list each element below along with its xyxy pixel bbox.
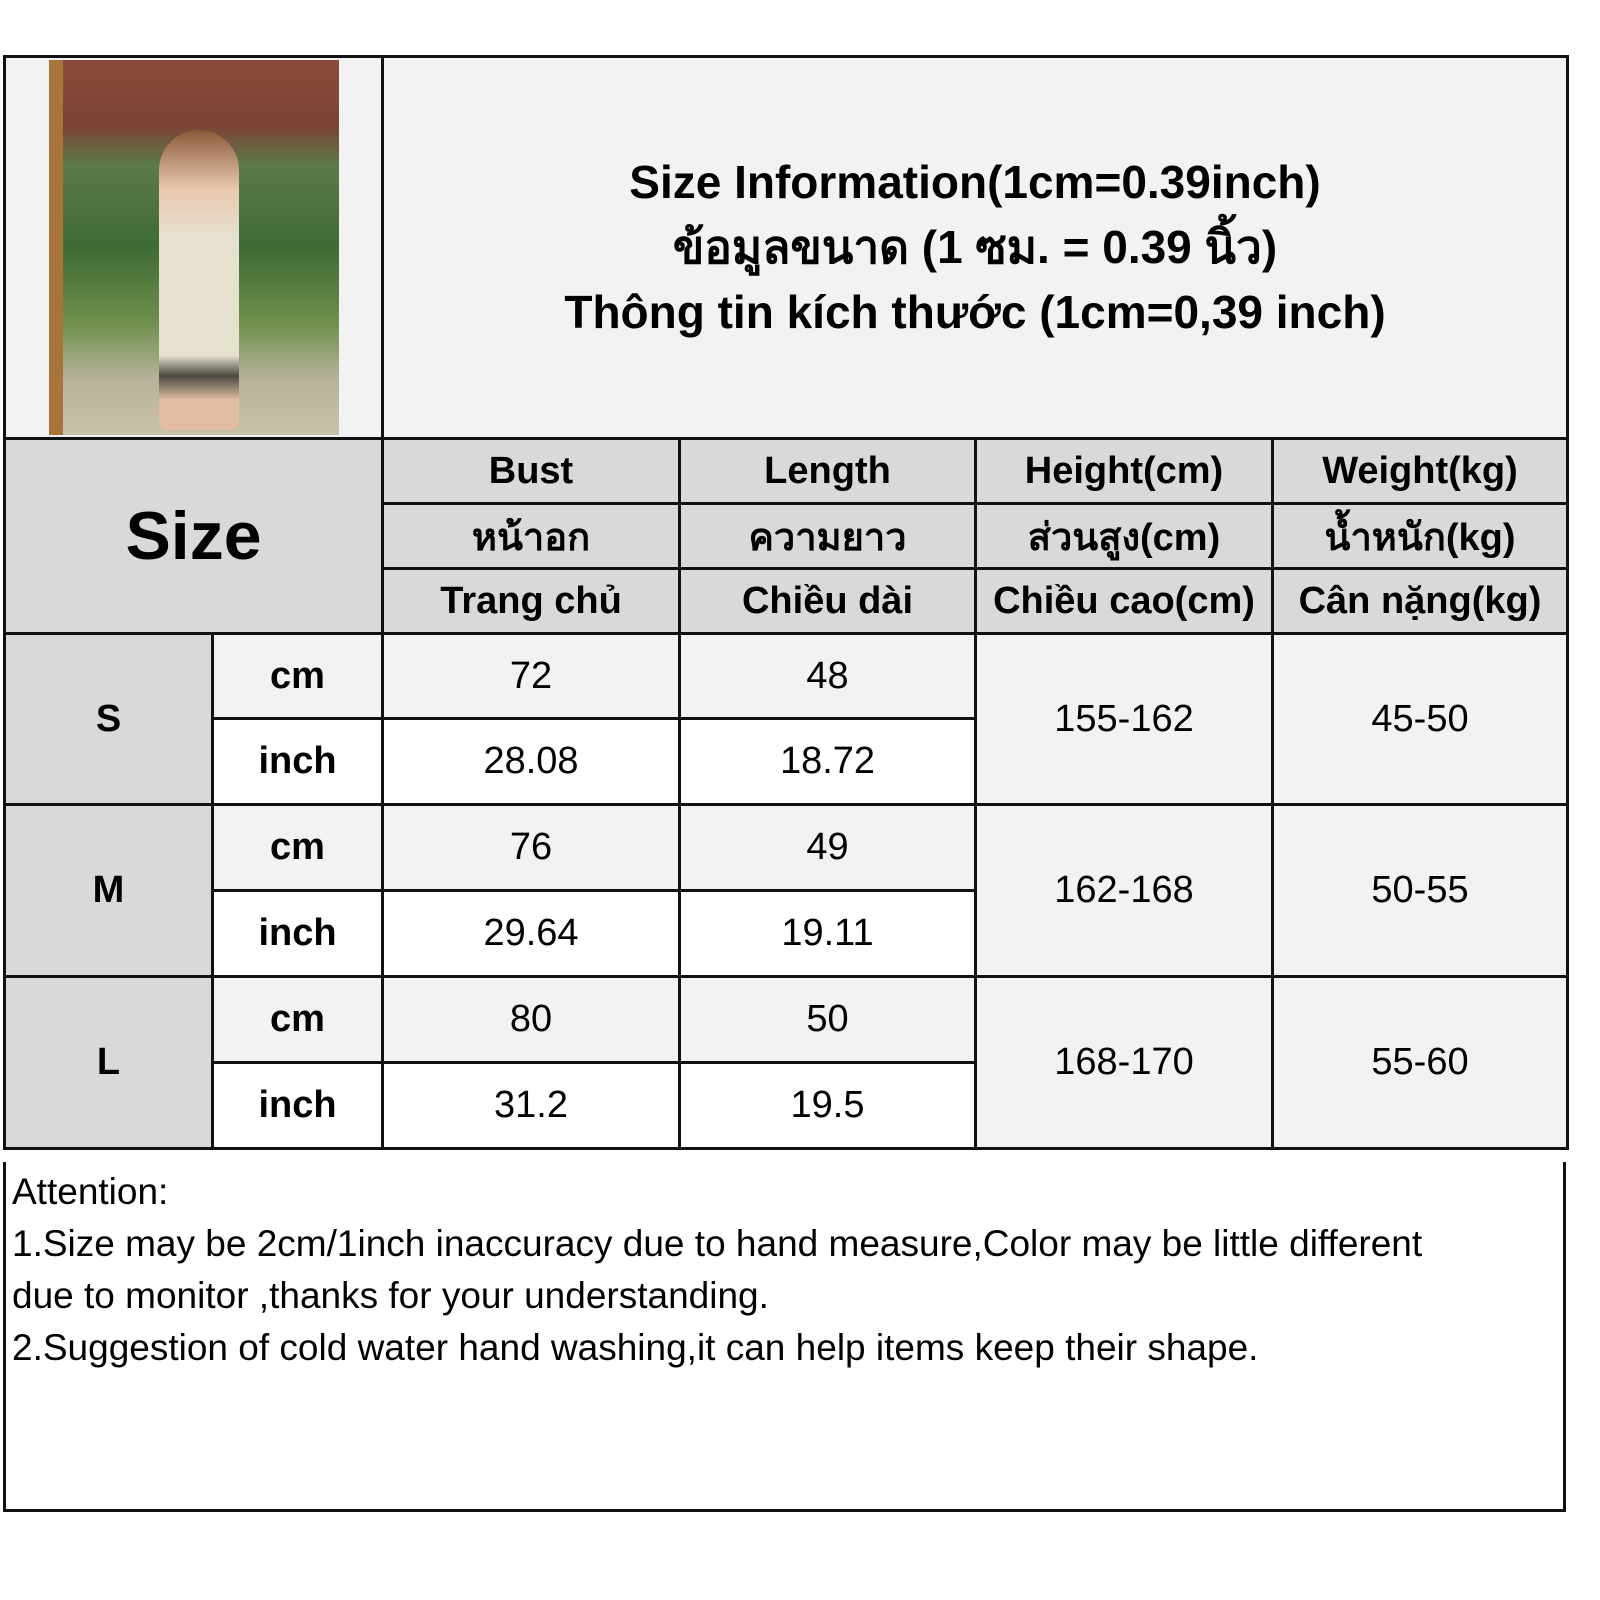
bust-inch: 29.64 bbox=[381, 889, 681, 978]
length-inch: 18.72 bbox=[678, 717, 977, 806]
header-length-en: Length bbox=[678, 437, 977, 505]
table-row: S cm 72 48 155-162 45-50 bbox=[3, 632, 1569, 806]
title-en: Size Information(1cm=0.39inch) bbox=[629, 156, 1321, 208]
length-cm: 49 bbox=[678, 803, 977, 892]
attention-line: 2.Suggestion of cold water hand washing,… bbox=[12, 1327, 1259, 1368]
header-height-en: Height(cm) bbox=[974, 437, 1274, 505]
height-range: 168-170 bbox=[974, 975, 1274, 1150]
size-m: M bbox=[3, 803, 214, 978]
weight-range: 50-55 bbox=[1271, 803, 1569, 978]
header-bust-vi: Trang chủ bbox=[381, 567, 681, 635]
table-row: inch 31.2 19.5 bbox=[5, 1061, 1568, 1150]
size-s: S bbox=[3, 632, 214, 806]
product-photo bbox=[48, 60, 339, 435]
header-weight-vi: Cân nặng(kg) bbox=[1271, 567, 1569, 635]
header-length-th: ความยาว bbox=[678, 502, 977, 570]
length-inch: 19.5 bbox=[678, 1061, 977, 1150]
height-range: 162-168 bbox=[974, 803, 1274, 978]
unit-inch: inch bbox=[211, 889, 384, 978]
table-row: inch 29.64 19.11 bbox=[5, 889, 1568, 978]
bust-cm: 76 bbox=[381, 803, 681, 892]
size-l: L bbox=[3, 975, 214, 1150]
length-inch: 19.11 bbox=[678, 889, 977, 978]
unit-cm: cm bbox=[211, 803, 384, 892]
unit-cm: cm bbox=[211, 632, 384, 720]
attention-notes: Attention: 1.Size may be 2cm/1inch inacc… bbox=[3, 1162, 1566, 1512]
table-row: L cm 80 50 168-170 55-60 bbox=[3, 975, 1569, 1150]
size-chart-table: Size Information(1cm=0.39inch) ข้อมูลขนา… bbox=[3, 55, 1569, 1150]
unit-inch: inch bbox=[211, 717, 384, 806]
header-height-vi: Chiều cao(cm) bbox=[974, 567, 1274, 635]
attention-line: 1.Size may be 2cm/1inch inaccuracy due t… bbox=[12, 1223, 1423, 1264]
attention-line: due to monitor ,thanks for your understa… bbox=[12, 1275, 769, 1316]
length-cm: 48 bbox=[678, 632, 977, 720]
unit-inch: inch bbox=[211, 1061, 384, 1150]
weight-range: 55-60 bbox=[1271, 975, 1569, 1150]
table-row: inch 28.08 18.72 bbox=[5, 717, 1568, 806]
bust-inch: 28.08 bbox=[381, 717, 681, 806]
weight-range: 45-50 bbox=[1271, 632, 1569, 806]
title-cell: Size Information(1cm=0.39inch) ข้อมูลขนา… bbox=[381, 55, 1569, 440]
bust-cm: 72 bbox=[381, 632, 681, 720]
title-vi: Thông tin kích thước (1cm=0,39 inch) bbox=[564, 286, 1386, 338]
header-weight-en: Weight(kg) bbox=[1271, 437, 1569, 505]
unit-cm: cm bbox=[211, 975, 384, 1064]
size-header: Size bbox=[3, 437, 384, 635]
header-height-th: ส่วนสูง(cm) bbox=[974, 502, 1274, 570]
header-bust-th: หน้าอก bbox=[381, 502, 681, 570]
height-range: 155-162 bbox=[974, 632, 1274, 806]
header-length-vi: Chiều dài bbox=[678, 567, 977, 635]
header-bust-en: Bust bbox=[381, 437, 681, 505]
length-cm: 50 bbox=[678, 975, 977, 1064]
product-photo-cell bbox=[3, 55, 384, 440]
attention-heading: Attention: bbox=[12, 1171, 169, 1212]
title-th: ข้อมูลขนาด (1 ซม. = 0.39 นิ้ว) bbox=[672, 221, 1278, 273]
bust-inch: 31.2 bbox=[381, 1061, 681, 1150]
bust-cm: 80 bbox=[381, 975, 681, 1064]
header-weight-th: น้ำหนัก(kg) bbox=[1271, 502, 1569, 570]
table-row: M cm 76 49 162-168 50-55 bbox=[3, 803, 1569, 978]
